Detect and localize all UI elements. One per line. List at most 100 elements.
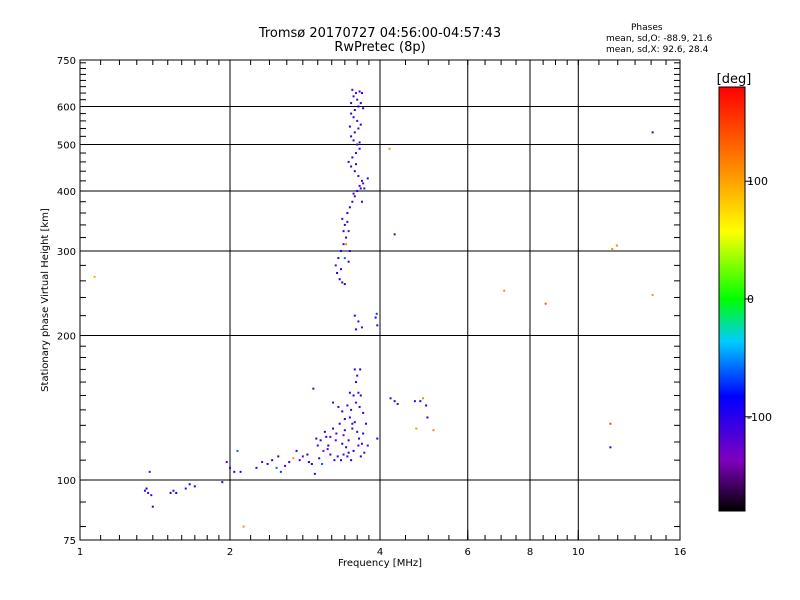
x-tick-labels: 1 2 4 6 8 10 16	[77, 547, 687, 558]
colorbar-gradient	[718, 86, 746, 512]
data-point	[336, 455, 339, 458]
y-tick-label: 75	[63, 536, 76, 547]
data-point	[221, 481, 224, 484]
data-point	[359, 394, 362, 397]
data-point	[366, 177, 369, 180]
data-point	[279, 470, 282, 473]
data-point	[345, 236, 348, 239]
data-point	[351, 427, 354, 430]
data-point	[363, 187, 366, 190]
data-point	[342, 243, 345, 246]
data-point	[359, 102, 362, 105]
data-point	[360, 200, 363, 203]
data-point	[172, 489, 175, 492]
data-point	[352, 449, 355, 452]
data-point	[360, 326, 363, 329]
phases-mean-o: mean, sd,O: -88.9, 21.6	[606, 34, 713, 44]
data-point	[306, 453, 309, 456]
phases-label: Phases	[631, 23, 663, 33]
data-point	[313, 472, 316, 475]
data-point	[301, 455, 304, 458]
colorbar-tick-label: 100	[747, 175, 768, 188]
data-point	[352, 394, 355, 397]
data-point	[357, 174, 360, 177]
data-point	[426, 416, 429, 419]
data-point	[611, 247, 614, 250]
data-point	[352, 192, 355, 195]
data-point	[353, 170, 356, 173]
data-point	[351, 200, 354, 203]
data-point	[365, 422, 368, 425]
data-point	[353, 368, 356, 371]
data-point	[357, 320, 360, 323]
data-point	[255, 466, 258, 469]
x-tick-label: 1	[77, 547, 83, 558]
data-points	[93, 88, 654, 528]
data-point	[319, 439, 322, 442]
data-point	[389, 397, 392, 400]
data-point	[193, 485, 196, 488]
data-point	[358, 141, 361, 144]
data-point	[376, 324, 379, 327]
data-point	[332, 401, 335, 404]
data-point	[422, 397, 425, 400]
data-point	[271, 459, 274, 462]
data-point	[316, 444, 319, 447]
x-tick-label: 16	[674, 547, 687, 558]
data-point	[544, 302, 547, 305]
data-point	[350, 102, 353, 105]
data-point	[376, 437, 379, 440]
y-tick-label: 400	[57, 187, 76, 198]
data-point	[393, 400, 396, 403]
data-point	[341, 281, 344, 284]
data-point	[357, 391, 360, 394]
data-point	[419, 400, 422, 403]
data-point	[341, 217, 344, 220]
data-point	[362, 432, 365, 435]
data-point	[353, 195, 356, 198]
data-point	[362, 182, 365, 185]
data-point	[347, 260, 350, 263]
x-axis-label: Frequency [MHz]	[338, 558, 422, 569]
data-point	[359, 123, 362, 126]
data-point	[310, 462, 313, 465]
data-point	[343, 283, 346, 286]
data-point	[188, 483, 191, 486]
data-point	[347, 160, 350, 163]
data-point	[337, 257, 340, 260]
data-point	[413, 400, 416, 403]
data-point	[358, 90, 361, 93]
data-point	[147, 491, 150, 494]
data-point	[298, 459, 301, 462]
data-point	[360, 92, 363, 95]
x-tick-label: 4	[377, 547, 383, 558]
data-point	[432, 429, 435, 432]
data-point	[339, 459, 342, 462]
data-point	[354, 381, 357, 384]
data-point	[651, 131, 654, 134]
data-point	[343, 257, 346, 260]
colorbar-tick-label: -100	[747, 411, 772, 424]
data-point	[347, 439, 350, 442]
data-point	[374, 316, 377, 319]
data-point	[356, 374, 359, 377]
data-point	[338, 278, 341, 281]
data-point	[342, 434, 345, 437]
x-tick-label: 8	[527, 547, 533, 558]
data-point	[333, 459, 336, 462]
data-point	[354, 92, 357, 95]
data-point	[315, 437, 318, 440]
data-point	[348, 206, 351, 209]
data-point	[284, 464, 287, 467]
data-point	[356, 98, 359, 101]
data-point	[360, 442, 363, 445]
data-point	[348, 391, 351, 394]
data-point	[352, 139, 355, 142]
y-tick-label: 100	[57, 476, 76, 487]
data-point	[354, 328, 357, 331]
colorbar-unit-label: [deg]	[717, 72, 752, 87]
data-point	[357, 127, 360, 130]
data-point	[358, 147, 361, 150]
